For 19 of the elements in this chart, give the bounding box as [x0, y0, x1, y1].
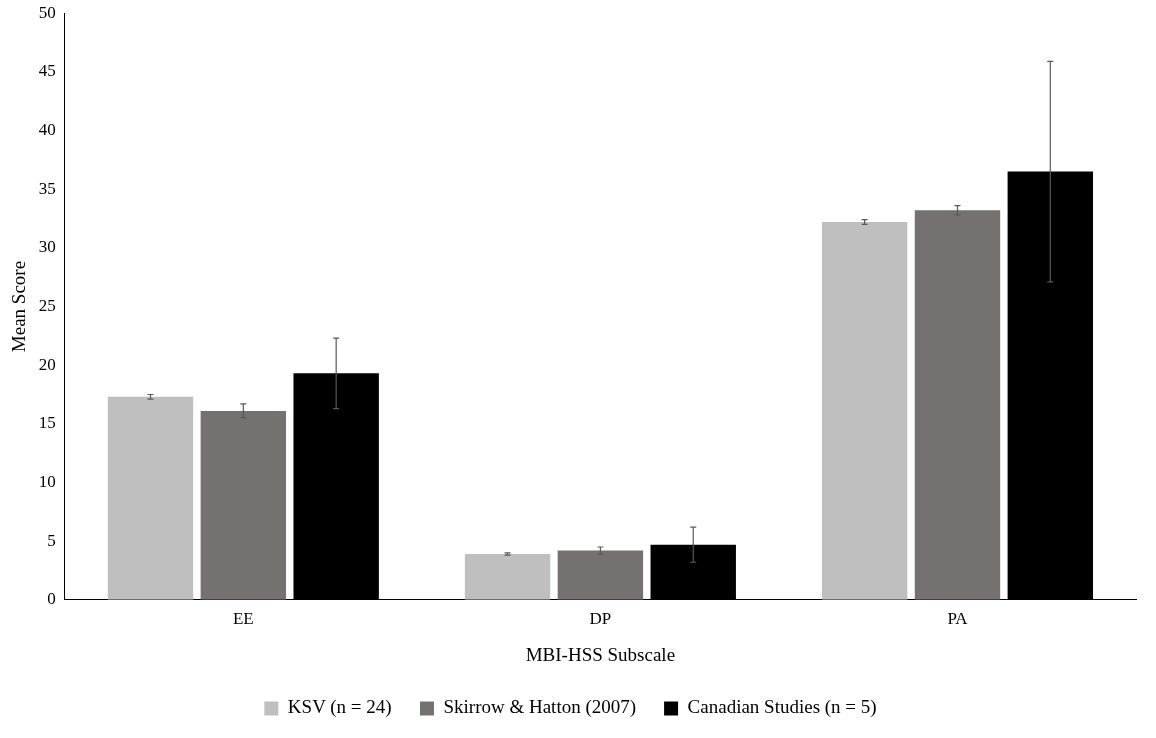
- legend-label: KSV (n = 24): [287, 696, 392, 719]
- y-tick-label: 25: [38, 295, 56, 315]
- y-tick-label: 40: [38, 119, 56, 139]
- x-axis-title: MBI-HSS Subscale: [525, 643, 676, 665]
- x-tick-label: PA: [947, 609, 969, 629]
- legend-label: Canadian Studies (n = 5): [687, 696, 877, 719]
- y-tick-label: 20: [38, 354, 56, 374]
- y-tick-label: 5: [47, 530, 56, 550]
- legend-label: Skirrow & Hatton (2007): [443, 696, 637, 719]
- x-tick-label: EE: [232, 609, 254, 629]
- y-tick-label: 30: [38, 237, 56, 257]
- y-tick-label: 15: [38, 413, 56, 433]
- y-tick-label: 35: [38, 178, 56, 198]
- y-tick-label: 0: [47, 589, 56, 609]
- y-tick-label: 10: [38, 471, 56, 491]
- y-tick-label: 50: [38, 2, 56, 22]
- y-axis-title: Mean Score: [8, 260, 30, 353]
- x-tick-label: DP: [589, 609, 612, 629]
- y-tick-label: 45: [38, 61, 56, 81]
